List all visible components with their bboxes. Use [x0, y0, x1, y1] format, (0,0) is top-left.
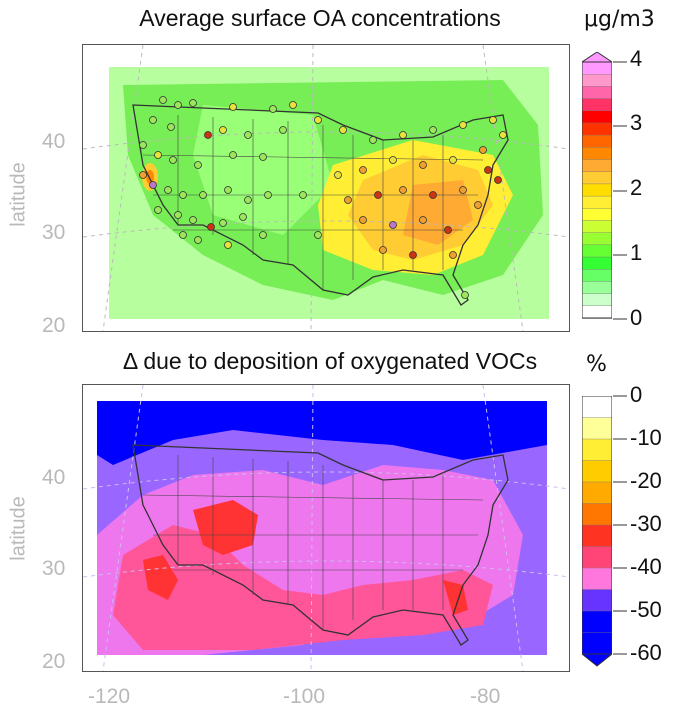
colorbar-bin — [582, 134, 612, 149]
bottom-cb-tick-30: -30 — [630, 511, 662, 536]
bottom-cb-tick-0: 0 — [630, 382, 643, 407]
top-lat-tick-30: 30 — [42, 221, 66, 244]
colorbar-bin — [582, 460, 612, 483]
bottom-cb-tick-40: -40 — [630, 554, 662, 579]
colorbar-bin — [582, 208, 612, 222]
colorbar-bin — [582, 98, 612, 112]
bottom-colorbar-svg — [582, 396, 612, 667]
bottom-cb-tick-10: -10 — [630, 425, 662, 450]
colorbar-bin — [582, 244, 612, 258]
bottom-ylabel: latitude — [7, 496, 30, 561]
bottom-panel-title: Δ due to deposition of oxygenated VOCs — [122, 348, 538, 374]
bottom-map-blue-north — [97, 401, 547, 465]
bottom-cb-tick-20: -20 — [630, 468, 662, 493]
top-map-lightgreen-west — [193, 105, 333, 235]
colorbar-bin — [582, 195, 612, 209]
colorbar-bin — [582, 305, 612, 319]
top-map-deeporange-zone — [403, 180, 473, 245]
colorbar-bin — [582, 256, 612, 270]
colorbar-bin — [582, 183, 612, 197]
top-cb-tick-1: 1 — [630, 240, 643, 265]
colorbar-bin — [582, 86, 612, 100]
colorbar-bin — [582, 269, 612, 283]
top-colorbar-arrow — [582, 52, 612, 63]
bottom-cb-tick-50: -50 — [630, 597, 662, 622]
bottom-map-pink-zone — [113, 525, 493, 650]
bottom-lat-tick-20: 20 — [42, 650, 66, 673]
top-colorbar-ticks: 4 3 2 1 0 — [613, 46, 663, 330]
bottom-colorbar — [582, 396, 612, 667]
top-map-ca-hotspot2 — [146, 170, 154, 184]
colorbar-bin — [582, 61, 612, 75]
bottom-colorbar-unit: % — [586, 352, 607, 377]
top-map-stations — [139, 96, 507, 299]
colorbar-bin — [582, 567, 612, 591]
top-panel-title: Average surface OA concentrations — [139, 5, 501, 31]
bottom-map-red-patch-west — [193, 500, 258, 555]
colorbar-bin — [582, 589, 612, 612]
colorbar-bin — [582, 546, 612, 569]
bottom-colorbar-bins — [582, 396, 612, 655]
colorbar-bin — [582, 396, 612, 419]
colorbar-bin — [582, 122, 612, 136]
bottom-map-us-outline — [132, 444, 509, 646]
colorbar-bin — [582, 632, 612, 655]
bottom-map-svg — [83, 385, 569, 671]
top-cb-tick-4: 4 — [630, 46, 643, 71]
colorbar-bin — [582, 147, 612, 161]
colorbar-bin — [582, 220, 612, 234]
top-map-panel — [82, 44, 570, 332]
colorbar-bin — [582, 110, 612, 124]
top-colorbar-unit: μg/m3 — [584, 7, 655, 32]
bottom-map-graticule — [83, 385, 569, 671]
bottom-map-state-lines — [142, 455, 484, 630]
top-ylabel: latitude — [7, 162, 30, 227]
bottom-colorbar-arrow — [582, 653, 612, 667]
top-cb-tick-0: 0 — [630, 305, 643, 330]
top-lat-tick-20: 20 — [42, 314, 66, 337]
top-lat-tick-40: 40 — [42, 130, 66, 153]
colorbar-bin — [582, 73, 612, 88]
top-colorbar-svg — [582, 52, 612, 319]
bottom-colorbar-ticks: 0 -10 -20 -30 -40 -50 -60 — [613, 382, 673, 672]
colorbar-bin — [582, 293, 612, 307]
top-map-svg — [83, 45, 569, 331]
colorbar-bin — [582, 281, 612, 295]
bottom-cb-tick-60: -60 — [630, 640, 662, 665]
colorbar-bin — [582, 481, 612, 505]
top-colorbar — [582, 52, 612, 319]
lon-tick-80: -80 — [470, 685, 501, 708]
colorbar-bin — [582, 159, 612, 173]
bottom-lat-tick-30: 30 — [42, 557, 66, 580]
colorbar-bin — [582, 503, 612, 526]
lon-tick-100: -100 — [283, 685, 326, 708]
colorbar-bin — [582, 610, 612, 634]
top-cb-tick-3: 3 — [630, 110, 643, 135]
bottom-map-red-patch-sw — [143, 555, 178, 600]
top-map-graticule — [83, 45, 569, 331]
colorbar-bin — [582, 524, 612, 548]
bottom-lat-tick-40: 40 — [42, 466, 66, 489]
top-map-state-lines — [142, 115, 484, 290]
colorbar-bin — [582, 417, 612, 440]
colorbar-bin — [582, 232, 612, 246]
lon-tick-120: -120 — [88, 685, 131, 708]
colorbar-bin — [582, 438, 612, 462]
top-colorbar-bins — [582, 61, 612, 319]
colorbar-bin — [582, 171, 612, 185]
top-cb-tick-2: 2 — [630, 175, 643, 200]
bottom-map-panel — [82, 384, 570, 672]
